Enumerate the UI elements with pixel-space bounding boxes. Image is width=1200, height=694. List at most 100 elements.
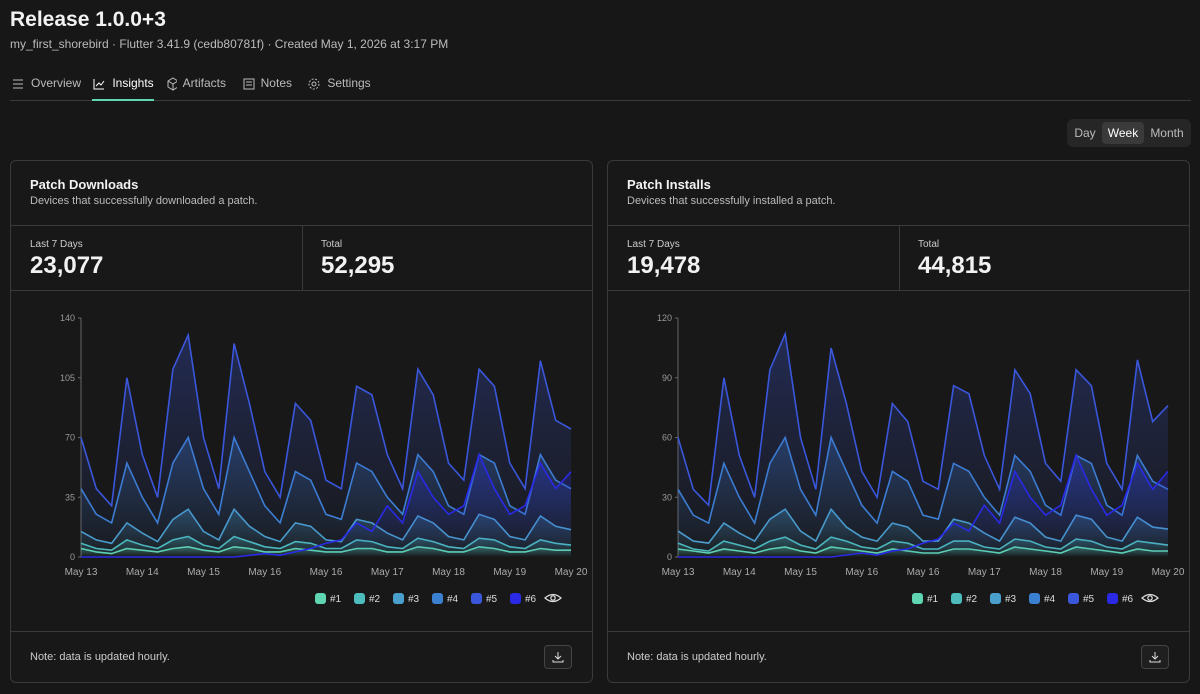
stat-label: Last 7 Days [627, 239, 680, 250]
download-button[interactable] [544, 645, 572, 669]
legend-swatch [315, 593, 326, 604]
legend-swatch [1068, 593, 1079, 604]
legend-label: #1 [927, 594, 939, 605]
area-shade [678, 333, 1168, 557]
download-icon [552, 652, 564, 663]
tab-label: Overview [30, 76, 81, 90]
x-tick-label: May 19 [1090, 567, 1123, 578]
stat-label: Total [321, 239, 343, 250]
x-tick-label: May 19 [493, 567, 526, 578]
legend-swatch [471, 593, 482, 604]
card-title: Patch Downloads [30, 177, 139, 192]
stat-value: 52,295 [321, 252, 395, 279]
chart-card: Patch Downloads Devices that successfully… [10, 160, 593, 683]
card-title: Patch Installs [627, 177, 711, 192]
tab-icon [167, 77, 177, 91]
eye-pupil [1147, 595, 1153, 601]
tab-icon [93, 79, 105, 90]
legend-swatch [354, 593, 365, 604]
series-line [677, 330, 1169, 507]
x-tick-label: May 16 [907, 567, 940, 578]
x-tick-label: May 16 [248, 567, 281, 578]
legend-swatch [1107, 593, 1118, 604]
x-tick-label: May 16 [310, 567, 343, 578]
legend-label: #4 [447, 594, 459, 605]
legend-swatch [951, 593, 962, 604]
legend-label: #4 [1044, 594, 1056, 605]
tab-label: Insights [112, 76, 154, 90]
x-tick-label: May 17 [371, 567, 404, 578]
tab[interactable]: Insights [92, 76, 154, 101]
x-tick-label: May 14 [126, 567, 159, 578]
y-tick-label: 0 [70, 552, 75, 562]
range-toggle: Day Week Month [1067, 119, 1191, 147]
y-tick-label: 30 [662, 492, 672, 502]
series-line [80, 332, 572, 508]
range-option[interactable]: Month [1150, 126, 1184, 140]
legend-label: #2 [966, 594, 978, 605]
legend-label: #3 [1005, 594, 1017, 605]
x-tick-label: May 14 [723, 567, 756, 578]
x-tick-label: May 15 [784, 567, 817, 578]
legend-swatch [510, 593, 521, 604]
x-tick-label: May 20 [555, 567, 588, 578]
legend-label: #5 [486, 594, 498, 605]
footer-note: Note: data is updated hourly. [30, 651, 170, 663]
y-tick-label: 60 [662, 433, 672, 443]
legend-label: #6 [525, 594, 537, 605]
legend-swatch [990, 593, 1001, 604]
y-tick-label: 140 [60, 313, 75, 323]
visibility-toggle[interactable] [544, 593, 562, 603]
area-shade [81, 335, 571, 557]
tab[interactable]: Artifacts [166, 76, 226, 99]
tab-label: Notes [260, 76, 292, 90]
tab-label: Artifacts [182, 76, 226, 90]
range-option[interactable]: Week [1102, 122, 1144, 144]
divider [11, 225, 592, 226]
legend-label: #1 [330, 594, 342, 605]
stat-value: 19,478 [627, 252, 701, 279]
legend-swatch [432, 593, 443, 604]
divider [608, 631, 1189, 632]
stat-label: Last 7 Days [30, 239, 83, 250]
divider [608, 225, 1189, 226]
y-tick-label: 90 [662, 373, 672, 383]
eye-pupil [550, 595, 556, 601]
footer-note: Note: data is updated hourly. [627, 651, 767, 663]
tab-icon [12, 79, 23, 89]
x-tick-label: May 17 [968, 567, 1001, 578]
y-tick-label: 35 [65, 492, 75, 502]
tab-icon [243, 78, 255, 90]
release-subtitle: my_first_shorebird · Flutter 3.41.9 (ced… [10, 37, 449, 51]
x-tick-label: May 15 [187, 567, 220, 578]
tab[interactable]: Overview [10, 76, 82, 99]
eye-icon [1141, 593, 1159, 603]
legend-label: #6 [1122, 594, 1134, 605]
eye-icon [544, 593, 562, 603]
legend-swatch [393, 593, 404, 604]
legend-label: #3 [408, 594, 420, 605]
series-line [678, 453, 1169, 558]
range-option[interactable]: Day [1074, 126, 1096, 140]
tab-bar: Overview Insights Artifacts Notes Settings [10, 76, 1191, 101]
legend-swatch [1029, 593, 1040, 604]
chart: 0 35 70 105 140 May 13 May 14 May 15 May 16 May 1… [60, 313, 588, 605]
tab-label: Settings [327, 76, 371, 90]
legend-swatch [912, 593, 923, 604]
divider [302, 225, 303, 290]
tab[interactable]: Notes [242, 76, 292, 99]
x-tick-label: May 20 [1152, 567, 1185, 578]
visibility-toggle[interactable] [1141, 593, 1159, 603]
download-button[interactable] [1141, 645, 1169, 669]
stat-label: Total [918, 239, 940, 250]
tab[interactable]: Settings [306, 76, 372, 99]
divider [608, 290, 1189, 291]
y-tick-label: 0 [667, 552, 672, 562]
card-subtitle: Devices that successfully downloaded a p… [30, 195, 258, 207]
legend-label: #2 [369, 594, 381, 605]
y-tick-label: 105 [60, 373, 75, 383]
y-tick-label: 120 [657, 313, 672, 323]
chart: 0 30 60 90 120 May 13 May 14 May 15 May 16 May 16… [657, 313, 1185, 605]
chart-card: Patch Installs Devices that successfully … [607, 160, 1190, 683]
